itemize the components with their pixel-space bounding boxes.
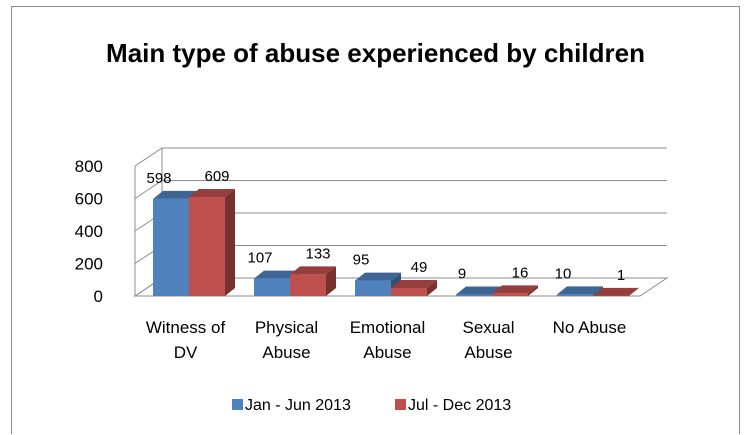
data-label: 16 bbox=[512, 264, 529, 281]
bar-top bbox=[153, 190, 199, 199]
bar-side bbox=[427, 280, 437, 296]
bar bbox=[153, 198, 189, 296]
y-tick-label: 400 bbox=[75, 222, 103, 241]
bar bbox=[355, 280, 391, 296]
data-label: 95 bbox=[353, 252, 370, 269]
legend-swatch bbox=[232, 399, 243, 410]
gridline bbox=[134, 147, 667, 167]
x-tick-label: Emotional bbox=[350, 318, 426, 337]
bar-top bbox=[254, 270, 300, 279]
data-label: 107 bbox=[247, 250, 272, 267]
bar-top bbox=[492, 285, 538, 294]
legend-label: Jul - Dec 2013 bbox=[408, 397, 511, 414]
bar-top bbox=[290, 266, 336, 275]
data-label: 133 bbox=[305, 245, 330, 262]
bar bbox=[290, 274, 326, 296]
x-tick-label: Physical bbox=[255, 318, 318, 337]
bar-top bbox=[391, 280, 437, 289]
data-label: 49 bbox=[411, 259, 428, 276]
bar-top bbox=[456, 286, 502, 295]
bar bbox=[492, 293, 528, 296]
chart-title: Main type of abuse experienced by childr… bbox=[106, 38, 645, 68]
bar-top bbox=[355, 272, 401, 281]
bar-side bbox=[326, 266, 336, 296]
x-tick-label: Witness of bbox=[146, 318, 226, 337]
data-label: 9 bbox=[458, 266, 466, 283]
bar-side bbox=[593, 286, 603, 296]
bar bbox=[391, 288, 427, 296]
chart-frame bbox=[11, 6, 740, 434]
bar-top bbox=[189, 189, 235, 198]
bar-top bbox=[557, 286, 603, 295]
legend-label: Jan - Jun 2013 bbox=[245, 397, 351, 414]
x-tick-label: Sexual bbox=[463, 318, 515, 337]
bar-side bbox=[528, 285, 538, 296]
y-tick-label: 0 bbox=[94, 287, 103, 306]
bar bbox=[557, 294, 593, 296]
bar-side bbox=[629, 287, 639, 296]
legend-swatch bbox=[395, 399, 406, 410]
bar bbox=[189, 197, 225, 296]
bar bbox=[254, 278, 290, 296]
data-label: 609 bbox=[204, 168, 229, 185]
data-label: 598 bbox=[146, 170, 171, 187]
x-tick-label: DV bbox=[174, 343, 198, 362]
data-label: 10 bbox=[555, 265, 572, 282]
y-tick-label: 200 bbox=[75, 255, 103, 274]
y-tick-label: 600 bbox=[75, 190, 103, 209]
x-tick-label: No Abuse bbox=[553, 318, 627, 337]
bar bbox=[456, 294, 492, 296]
bar-top bbox=[593, 287, 639, 296]
x-tick-label: Abuse bbox=[363, 343, 411, 362]
bar-side bbox=[225, 189, 235, 296]
y-tick-label: 800 bbox=[75, 157, 103, 176]
data-label: 1 bbox=[617, 267, 625, 284]
x-tick-label: Abuse bbox=[262, 343, 310, 362]
x-tick-label: Abuse bbox=[464, 343, 512, 362]
